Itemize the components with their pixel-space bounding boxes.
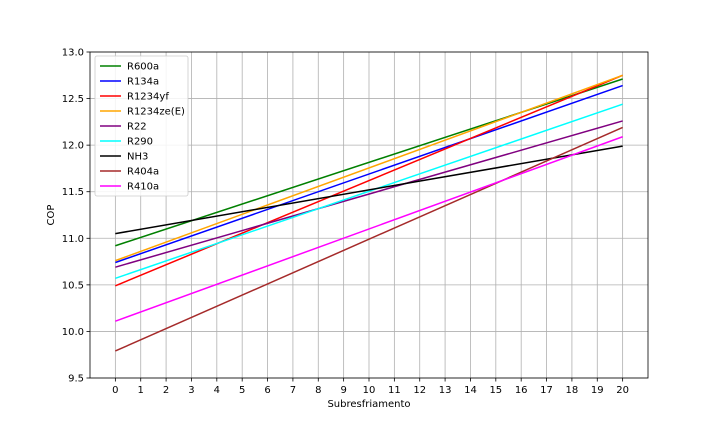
series-line-R22 [115,120,623,268]
y-tick-label: 11.0 [62,234,84,245]
x-tick-label: 17 [540,385,553,396]
x-tick-label: 20 [616,385,629,396]
series-line-R404a [115,126,623,352]
series-line-NH3 [115,145,623,235]
x-tick-label: 10 [363,385,376,396]
y-tick-label: 11.5 [62,187,84,198]
legend-box [94,55,189,197]
x-tick-label: 14 [464,385,477,396]
x-tick-label: 3 [188,385,194,396]
legend-label: R410a [127,182,159,193]
x-tick-label: 4 [214,385,220,396]
legend-label: R134a [127,77,159,88]
x-tick-label: 5 [239,385,245,396]
series-line-R1234ze(E) [115,74,623,262]
x-tick-label: 19 [591,385,604,396]
legend-label: NH3 [127,152,148,163]
series-line-R410a [115,136,623,322]
legend-label: R290 [127,137,153,148]
y-tick-label: 10.5 [62,280,84,291]
x-tick-label: 7 [290,385,296,396]
x-tick-label: 13 [439,385,452,396]
y-tick-label: 13.0 [62,48,84,59]
legend-label: R22 [127,122,147,133]
y-tick-label: 10.0 [62,327,84,338]
legend-label: R600a [127,62,159,73]
y-axis-label: COP [46,205,57,226]
x-tick-label: 6 [264,385,270,396]
y-tick-label: 12.0 [62,141,84,152]
legend-label: R1234ze(E) [127,107,185,118]
x-tick-label: 0 [112,385,118,396]
y-tick-label: 9.5 [68,374,84,385]
x-tick-label: 2 [163,385,169,396]
series-line-R134a [115,84,623,264]
series-line-R1234yf [115,74,623,287]
x-tick-label: 8 [315,385,321,396]
legend-label: R1234yf [127,92,169,103]
x-tick-label: 15 [489,385,502,396]
x-tick-label: 18 [566,385,579,396]
x-tick-label: 12 [413,385,426,396]
legend-label: R404a [127,167,159,178]
x-tick-label: 1 [138,385,144,396]
x-tick-label: 16 [515,385,528,396]
x-tick-label: 11 [388,385,401,396]
y-tick-label: 12.5 [62,94,84,105]
x-axis-label: Subresfriamento [327,399,410,410]
series-line-R290 [115,103,623,280]
x-tick-label: 9 [340,385,346,396]
